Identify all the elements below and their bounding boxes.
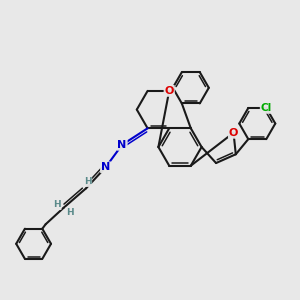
Text: N: N bbox=[101, 162, 110, 172]
Text: Cl: Cl bbox=[261, 103, 272, 113]
Text: H: H bbox=[84, 177, 92, 186]
Text: N: N bbox=[118, 140, 127, 150]
Text: O: O bbox=[229, 128, 238, 138]
Text: H: H bbox=[66, 208, 74, 217]
Text: H: H bbox=[53, 200, 61, 209]
Text: O: O bbox=[164, 86, 174, 96]
